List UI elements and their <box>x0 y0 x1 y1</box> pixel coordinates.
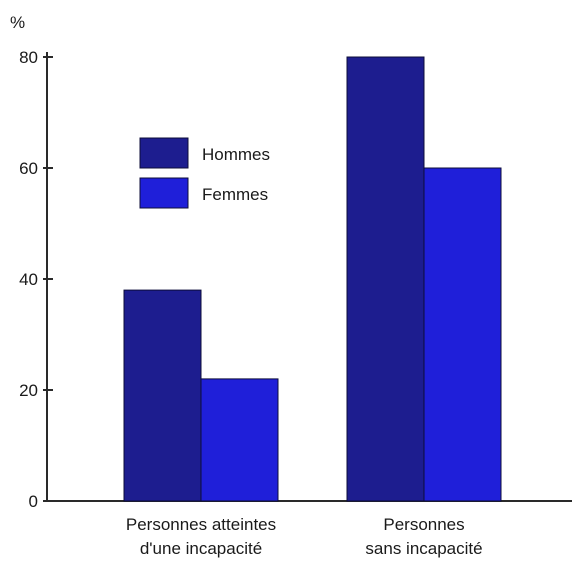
y-axis-unit-label: % <box>10 13 25 32</box>
x-category-label: d'une incapacité <box>140 539 262 558</box>
x-category-label: Personnes atteintes <box>126 515 276 534</box>
bar-femmes-2 <box>423 167 502 502</box>
bars <box>123 56 502 502</box>
y-tick-label: 20 <box>19 381 38 400</box>
y-tick-label: 60 <box>19 159 38 178</box>
legend: Hommes Femmes <box>139 137 270 209</box>
bar-hommes-1 <box>123 289 202 502</box>
legend-label-femmes: Femmes <box>202 185 268 204</box>
bar-femmes-1 <box>200 378 279 502</box>
bar-hommes-2 <box>346 56 425 502</box>
legend-swatch-femmes <box>139 177 189 209</box>
x-category-label: sans incapacité <box>365 539 482 558</box>
legend-label-hommes: Hommes <box>202 145 270 164</box>
x-axis-labels: Personnes atteintes d'une incapacité Perso… <box>126 515 483 558</box>
y-tick-label: 0 <box>29 492 38 511</box>
y-tick-label: 40 <box>19 270 38 289</box>
legend-swatch-hommes <box>139 137 189 169</box>
x-category-label: Personnes <box>383 515 464 534</box>
y-tick-label: 80 <box>19 48 38 67</box>
